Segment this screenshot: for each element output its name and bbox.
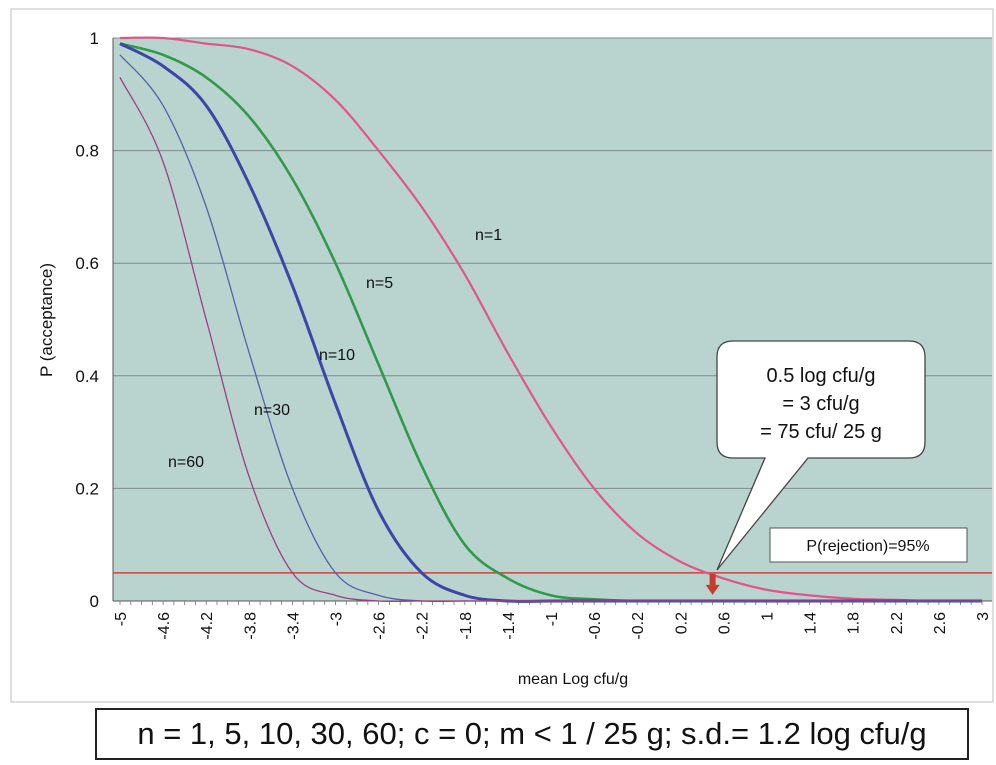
x-tick-label: 1.8: [846, 612, 863, 634]
rejection-label: P(rejection)=95%: [806, 538, 929, 555]
y-tick-label: 0.6: [75, 254, 99, 273]
callout-line: = 75 cfu/ 25 g: [760, 421, 882, 443]
marker-arrow-shaft: [709, 573, 716, 586]
x-tick-label: -5: [113, 612, 130, 626]
x-tick-label: -2.6: [372, 612, 389, 640]
x-tick-label: 0.2: [673, 612, 690, 634]
parameters-text: n = 1, 5, 10, 30, 60; c = 0; m < 1 / 25 …: [137, 716, 927, 751]
x-tick-label: 1.4: [803, 612, 820, 634]
x-tick-label: 1: [760, 612, 777, 621]
plot-area: [113, 38, 992, 601]
series-label: n=5: [366, 275, 393, 292]
x-tick-label: 2.6: [932, 612, 949, 634]
series-label: n=1: [475, 227, 502, 244]
y-tick-label: 0.4: [75, 367, 99, 386]
x-tick-label: 0.6: [716, 612, 733, 634]
callout-line: = 3 cfu/g: [782, 393, 859, 415]
x-tick-label: -1.8: [458, 612, 475, 640]
x-tick-label: -1: [544, 612, 561, 626]
series-label: n=10: [319, 347, 355, 364]
x-tick-label: -4.2: [199, 612, 216, 640]
y-tick-label: 1: [90, 29, 99, 48]
y-tick-label: 0: [90, 592, 99, 611]
y-tick-label: 0.8: [75, 142, 99, 161]
series-line-n-1: [119, 36, 983, 603]
rejection-label-box: [769, 527, 968, 563]
parameters-footer: n = 1, 5, 10, 30, 60; c = 0; m < 1 / 25 …: [95, 708, 969, 760]
x-tick-label: -2.2: [415, 612, 432, 640]
x-tick-label: -3: [329, 612, 346, 626]
x-tick-label: -1.4: [501, 612, 518, 640]
x-axis-title: mean Log cfu/g: [518, 671, 628, 688]
series-line-n-60: [119, 77, 982, 603]
x-tick-label: -3.8: [242, 612, 259, 640]
x-tick-label: 2.2: [889, 612, 906, 634]
y-axis-title: P (acceptance): [37, 263, 56, 377]
x-tick-label: 3: [975, 612, 992, 621]
x-tick-label: -0.2: [630, 612, 647, 640]
series-label: n=30: [254, 402, 290, 419]
x-tick-label: -0.6: [587, 612, 604, 640]
x-tick-label: -4.6: [156, 612, 173, 640]
callout-line: 0.5 log cfu/g: [767, 365, 876, 387]
y-tick-label: 0.2: [75, 479, 99, 498]
series-label: n=60: [168, 454, 204, 471]
callout-bubble: [716, 340, 926, 571]
x-tick-label: -3.4: [285, 612, 302, 640]
marker-arrow-head: [705, 584, 720, 595]
